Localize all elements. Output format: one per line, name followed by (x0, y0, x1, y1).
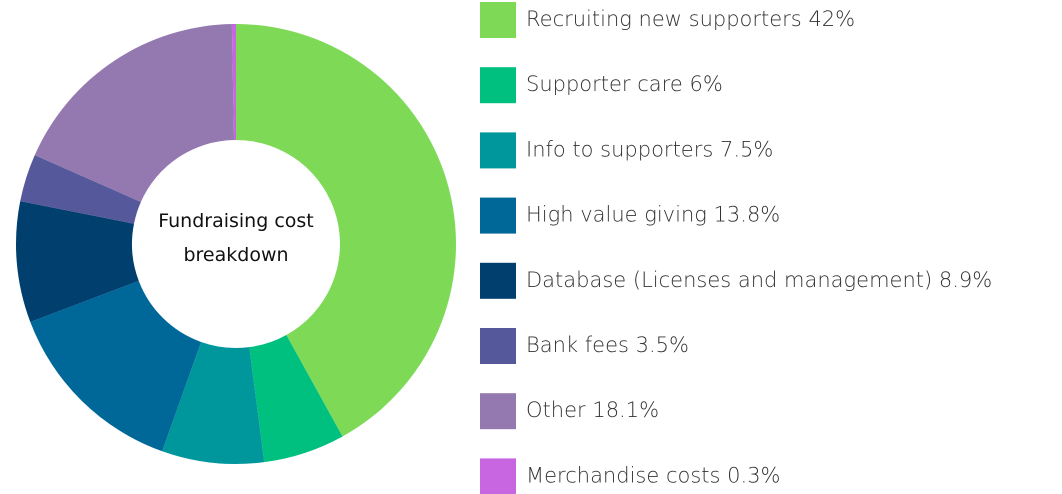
donut-slice (30, 280, 202, 452)
legend-label: Info to supporters 7.5% (526, 137, 773, 161)
legend-name: Merchandise costs (526, 463, 720, 487)
legend-name: Bank fees (526, 333, 629, 357)
legend-swatch (480, 132, 516, 169)
legend-swatch (480, 393, 516, 430)
legend-value: 6% (689, 72, 722, 96)
legend-name: Supporter care (526, 72, 683, 96)
donut-slice (236, 24, 456, 437)
legend-name: Info to supporters (526, 137, 713, 161)
legend-swatch (480, 197, 516, 234)
legend-label: Other 18.1% (526, 398, 659, 422)
legend-value: 42% (808, 7, 855, 31)
donut-slice (34, 24, 235, 202)
legend-label: Database (Licenses and management) 8.9% (526, 268, 992, 292)
legend-name: High value giving (526, 203, 707, 227)
legend-name: Database (Licenses and management) (526, 268, 932, 292)
legend-value: 7.5% (720, 137, 773, 161)
legend-swatch (480, 2, 516, 38)
legend-label: Recruiting new supporters 42% (526, 7, 855, 31)
legend-swatch (480, 328, 516, 364)
legend-value: 18.1% (592, 398, 659, 422)
legend-label: High value giving 13.8% (526, 203, 780, 227)
legend-name: Recruiting new supporters (526, 7, 802, 31)
legend-swatch (480, 67, 516, 104)
legend-label: Merchandise costs 0.3% (526, 463, 781, 487)
legend-value: 13.8% (714, 203, 781, 227)
legend-label: Bank fees 3.5% (526, 333, 689, 357)
donut-slice (20, 155, 141, 224)
donut-slice (249, 335, 343, 463)
donut-slice (162, 341, 265, 465)
legend-value: 3.5% (636, 333, 689, 357)
donut-slice (231, 24, 236, 141)
legend-name: Other (526, 398, 586, 422)
legend-value: 8.9% (939, 268, 992, 292)
legend-swatch (480, 458, 516, 494)
chart-title: Fundraising cost breakdown (158, 210, 314, 266)
donut-slice (15, 201, 139, 323)
legend-value: 0.3% (727, 463, 780, 487)
legend-label: Supporter care 6% (526, 72, 723, 96)
legend-swatch (480, 262, 516, 299)
